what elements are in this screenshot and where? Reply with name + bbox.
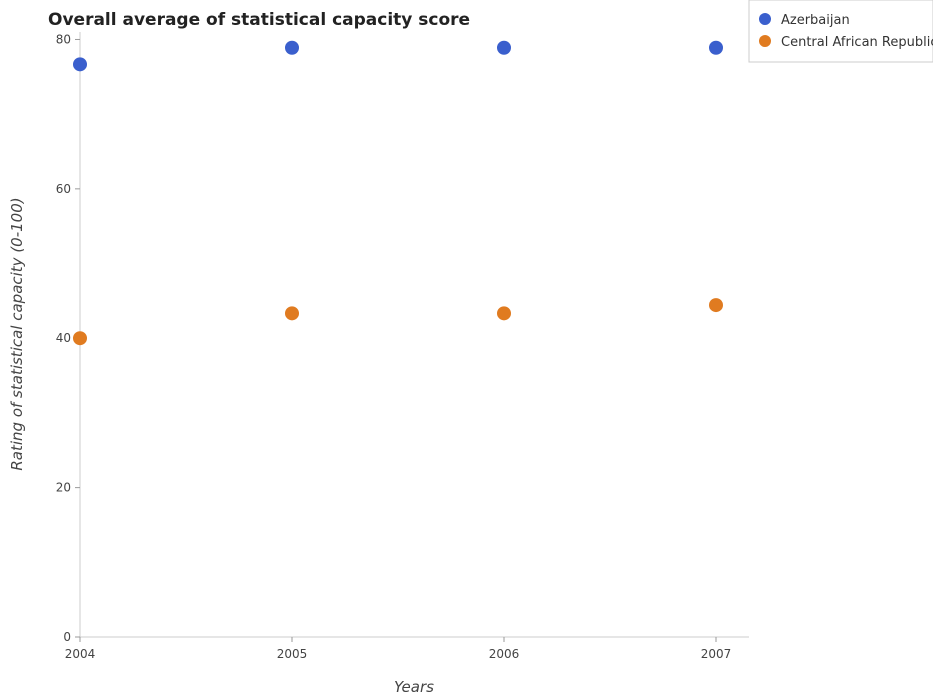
- x-tick-label: 2004: [65, 647, 96, 661]
- x-axis-ticks: 2004 2005 2006 2007: [65, 637, 732, 661]
- legend-marker: [759, 35, 771, 47]
- chart-title: Overall average of statistical capacity …: [48, 10, 470, 30]
- plot-area: [80, 32, 749, 637]
- point-central-african-republic-2005: [285, 306, 299, 321]
- y-axis-ticks: 0 20 40 60 80: [56, 32, 80, 644]
- legend-label: Central African Republic: [781, 35, 933, 50]
- point-azerbaijan-2004: [73, 57, 87, 72]
- point-central-african-republic-2006: [497, 306, 511, 321]
- legend-box: [748, 0, 933, 63]
- point-central-african-republic-2004: [73, 331, 87, 346]
- legend-marker: [759, 13, 771, 25]
- y-axis-label: Rating of statistical capacity (0-100): [8, 197, 26, 470]
- data-points: [73, 40, 723, 346]
- y-tick-label: 60: [56, 182, 71, 196]
- y-tick-label: 20: [56, 481, 71, 495]
- y-tick-label: 0: [63, 630, 71, 644]
- x-tick-label: 2005: [277, 647, 308, 661]
- legend-label: Azerbaijan: [781, 13, 850, 28]
- y-tick-label: 40: [56, 331, 71, 345]
- x-tick-label: 2007: [701, 647, 732, 661]
- x-axis-label: Years: [394, 678, 434, 696]
- legend: Azerbaijan Central African Republic: [748, 0, 933, 63]
- point-azerbaijan-2005: [285, 40, 299, 55]
- point-central-african-republic-2007: [709, 298, 723, 313]
- point-azerbaijan-2007: [709, 40, 723, 55]
- point-azerbaijan-2006: [497, 40, 511, 55]
- x-tick-label: 2006: [489, 647, 520, 661]
- y-tick-label: 80: [56, 32, 71, 46]
